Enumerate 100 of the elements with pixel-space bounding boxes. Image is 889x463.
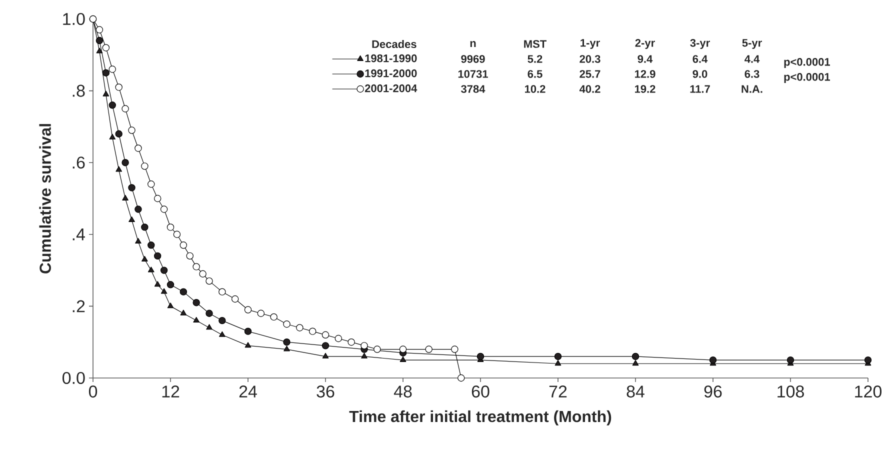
x-tick-label: 12 (162, 386, 180, 398)
annotation: 19.2 (634, 85, 656, 93)
point (141, 162, 148, 170)
x-tick-label: 24 (239, 386, 257, 398)
point (96, 26, 104, 34)
point (173, 230, 181, 238)
point (167, 302, 174, 308)
point (102, 44, 110, 52)
point (148, 180, 155, 188)
annotation: 9.4 (638, 55, 653, 63)
y-tick-label: .4 (72, 228, 85, 240)
annotation: 3784 (461, 85, 486, 93)
annotation: p<0.0001 (784, 73, 830, 83)
point (128, 216, 135, 222)
annotation: N.A. (742, 85, 762, 93)
point (160, 288, 168, 294)
point (283, 338, 290, 346)
y-tick-label: .8 (72, 84, 85, 97)
point (122, 158, 129, 166)
annotation: 40.2 (579, 85, 600, 93)
point (244, 328, 252, 335)
point (632, 360, 639, 366)
point (154, 252, 162, 260)
point (322, 331, 330, 339)
point (206, 277, 213, 285)
point (186, 252, 194, 260)
point (219, 331, 226, 337)
point (135, 238, 142, 244)
annotation: 4.4 (744, 55, 760, 63)
x-tick-label: 72 (549, 386, 567, 398)
x-tick-label: 48 (394, 386, 412, 398)
point (554, 360, 562, 366)
legend-label: 1991-2000 (365, 69, 417, 78)
x-tick-label: 36 (316, 386, 334, 398)
point (142, 256, 148, 262)
point (218, 316, 226, 324)
annotation: 6.5 (528, 70, 542, 78)
point (554, 352, 562, 360)
point (361, 352, 368, 358)
point (206, 324, 212, 330)
point (864, 356, 872, 364)
annotation: p<0.0001 (784, 58, 830, 68)
point (218, 288, 226, 296)
y-tick-label: .2 (72, 300, 85, 312)
annotation: 6.3 (744, 70, 760, 78)
point (244, 306, 252, 314)
legend-label: 2001-2004 (364, 84, 418, 92)
point (128, 126, 136, 134)
point (180, 310, 187, 316)
annotation: MST (524, 40, 546, 48)
point (116, 166, 122, 172)
point (360, 342, 368, 350)
point (193, 316, 200, 322)
point (96, 36, 104, 44)
annotation: 9.0 (692, 70, 708, 78)
annotation: 9969 (461, 55, 485, 63)
annotation: 11.7 (690, 85, 710, 93)
point (192, 263, 200, 270)
point (399, 346, 407, 353)
point (134, 144, 142, 152)
point (374, 346, 381, 353)
point (400, 356, 406, 362)
point (122, 194, 128, 200)
point (709, 356, 717, 364)
annotation: 2-yr (635, 39, 655, 49)
point (458, 374, 465, 382)
legend-title: Decades (372, 40, 416, 48)
point (632, 352, 640, 360)
point (270, 313, 278, 321)
point (109, 134, 116, 140)
point (192, 299, 200, 306)
y-tick-label: .6 (72, 156, 85, 169)
x-tick-label: 0 (88, 386, 98, 398)
point (166, 224, 174, 231)
point (322, 342, 330, 350)
point (199, 270, 206, 278)
x-tick-label: 96 (704, 386, 722, 398)
y-axis-title: Cumulative survival (39, 124, 51, 274)
point (108, 102, 116, 109)
point (180, 288, 188, 296)
point (134, 206, 142, 213)
point (102, 69, 110, 76)
point (334, 334, 342, 342)
point (786, 356, 794, 364)
annotation: 1-yr (580, 39, 600, 49)
point (180, 242, 188, 249)
point (284, 346, 290, 352)
point (122, 105, 129, 112)
annotation: 20.3 (580, 55, 600, 63)
annotation: 25.7 (580, 70, 600, 78)
point (160, 266, 168, 274)
point (154, 194, 162, 202)
x-tick-label: 120 (855, 386, 882, 398)
annotation: 10731 (458, 70, 488, 78)
point (148, 266, 154, 272)
annotation: 3-yr (690, 39, 710, 49)
point (283, 320, 290, 328)
x-axis-title: Time after initial treatment (Month) (349, 410, 612, 426)
point (244, 342, 252, 348)
point (141, 224, 148, 231)
